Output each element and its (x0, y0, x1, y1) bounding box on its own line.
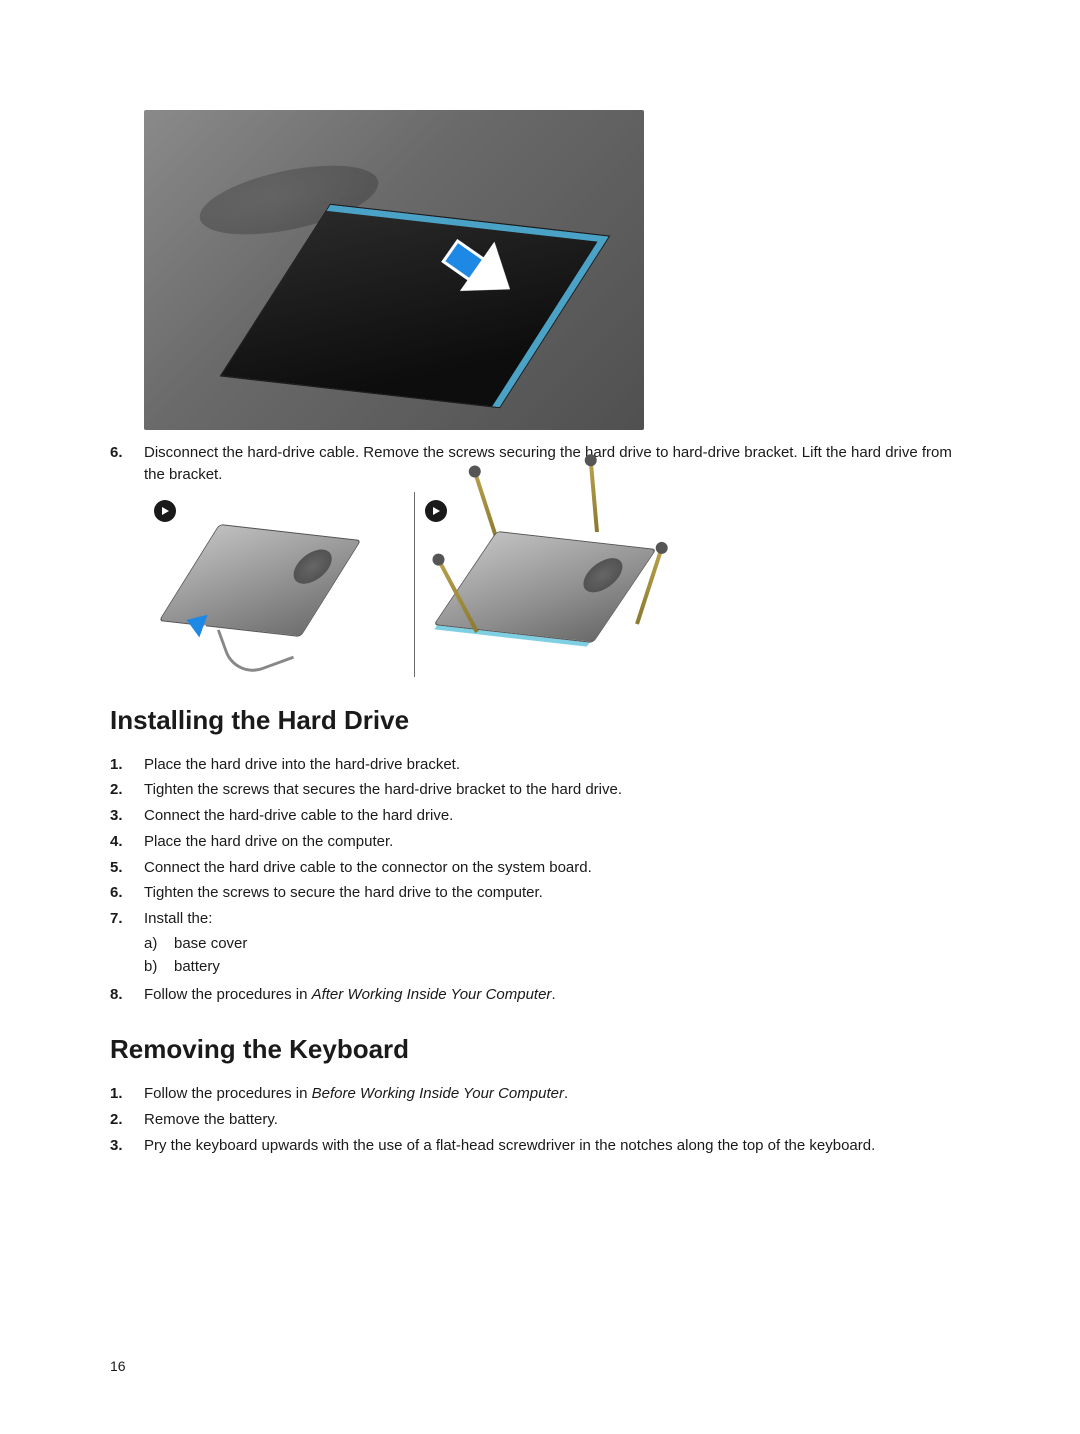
step-number: 2. (110, 779, 144, 801)
step-row: 2.Remove the battery. (110, 1109, 970, 1131)
step-row: 1.Follow the procedures in Before Workin… (110, 1083, 970, 1105)
step-number: 7. (110, 908, 144, 980)
step-text: Remove the battery. (144, 1109, 970, 1131)
figure-panel-b (415, 492, 685, 677)
sub-list-text: base cover (174, 932, 247, 955)
sub-list-text: battery (174, 955, 220, 978)
figure-harddrive-removal (144, 110, 644, 430)
figure-harddrive-bracket (144, 492, 684, 677)
step-number: 3. (110, 805, 144, 827)
sections-container: Installing the Hard Drive1.Place the har… (110, 705, 970, 1157)
step-number: 3. (110, 1135, 144, 1157)
step-text: Follow the procedures in Before Working … (144, 1083, 970, 1105)
hdd-bracket-illustration (433, 530, 656, 642)
step-number: 8. (110, 984, 144, 1006)
step-row: 6. Disconnect the hard-drive cable. Remo… (110, 442, 970, 486)
step-text: Install the:a)base coverb)battery (144, 908, 970, 980)
section-heading: Installing the Hard Drive (110, 705, 970, 736)
step-text: Place the hard drive into the hard-drive… (144, 754, 970, 776)
sub-list-item: a)base cover (144, 932, 970, 955)
step-number: 6. (110, 442, 144, 486)
panel-badge-a-icon (154, 500, 176, 522)
step-row: 2.Tighten the screws that secures the ha… (110, 779, 970, 801)
harddrive-illustration (220, 204, 611, 409)
step-text: Connect the hard drive cable to the conn… (144, 857, 970, 879)
step-number: 4. (110, 831, 144, 853)
step-number: 1. (110, 754, 144, 776)
sub-list: a)base coverb)battery (144, 932, 970, 979)
step-row: 6.Tighten the screws to secure the hard … (110, 882, 970, 904)
manual-page: 6. Disconnect the hard-drive cable. Remo… (0, 0, 1080, 1434)
step-text: Tighten the screws to secure the hard dr… (144, 882, 970, 904)
sub-list-letter: b) (144, 955, 174, 978)
step-row: 8.Follow the procedures in After Working… (110, 984, 970, 1006)
step-text: Follow the procedures in After Working I… (144, 984, 970, 1006)
step-text: Connect the hard-drive cable to the hard… (144, 805, 970, 827)
sub-list-letter: a) (144, 932, 174, 955)
step-text: Disconnect the hard-drive cable. Remove … (144, 442, 970, 486)
panel-badge-b-icon (425, 500, 447, 522)
page-number: 16 (110, 1358, 126, 1374)
step-row: 4.Place the hard drive on the computer. (110, 831, 970, 853)
step-number: 6. (110, 882, 144, 904)
step-number: 5. (110, 857, 144, 879)
step-text: Tighten the screws that secures the hard… (144, 779, 970, 801)
sub-list-item: b)battery (144, 955, 970, 978)
italic-reference: After Working Inside Your Computer (312, 986, 552, 1003)
figure-panel-a (144, 492, 414, 677)
step-row: 7.Install the:a)base coverb)battery (110, 908, 970, 980)
step-row: 3.Connect the hard-drive cable to the ha… (110, 805, 970, 827)
step-number: 2. (110, 1109, 144, 1131)
step-row: 5.Connect the hard drive cable to the co… (110, 857, 970, 879)
step-text: Place the hard drive on the computer. (144, 831, 970, 853)
italic-reference: Before Working Inside Your Computer (312, 1085, 564, 1102)
section-heading: Removing the Keyboard (110, 1034, 970, 1065)
step-row: 1.Place the hard drive into the hard-dri… (110, 754, 970, 776)
step-text: Pry the keyboard upwards with the use of… (144, 1135, 970, 1157)
step-number: 1. (110, 1083, 144, 1105)
step-row: 3.Pry the keyboard upwards with the use … (110, 1135, 970, 1157)
